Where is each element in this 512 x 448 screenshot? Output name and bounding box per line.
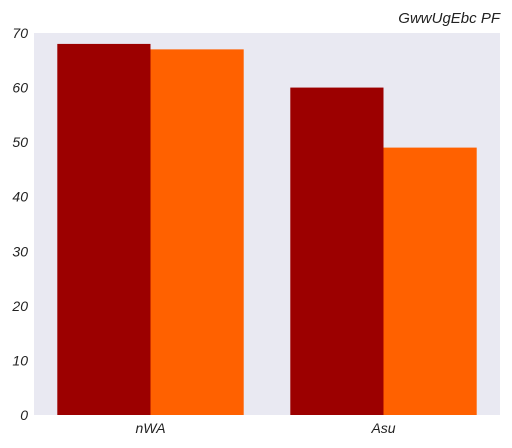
y-axis: 0 10 20 30 40 50 60 70 <box>11 25 28 423</box>
y-tick-label: 50 <box>12 134 28 150</box>
x-tick-label: Asu <box>370 420 395 436</box>
chart-title: GwwUgEbc PF <box>398 10 501 27</box>
y-tick-label: 20 <box>11 298 28 314</box>
y-tick-label: 10 <box>12 352 28 368</box>
bar-nWA-series-1 <box>57 43 151 416</box>
x-axis: nWA Asu <box>135 420 395 436</box>
y-tick-label: 60 <box>12 80 28 96</box>
y-tick-label: 40 <box>12 189 28 205</box>
bar-nWA-series-2 <box>150 49 244 415</box>
bar-Asu-series-2 <box>383 147 477 415</box>
y-tick-label: 70 <box>12 25 28 41</box>
bar-Asu-series-1 <box>290 87 384 416</box>
y-tick-label: 0 <box>20 407 28 423</box>
bars-group <box>57 43 477 416</box>
x-tick-label: nWA <box>135 420 165 436</box>
y-tick-label: 30 <box>12 243 28 259</box>
